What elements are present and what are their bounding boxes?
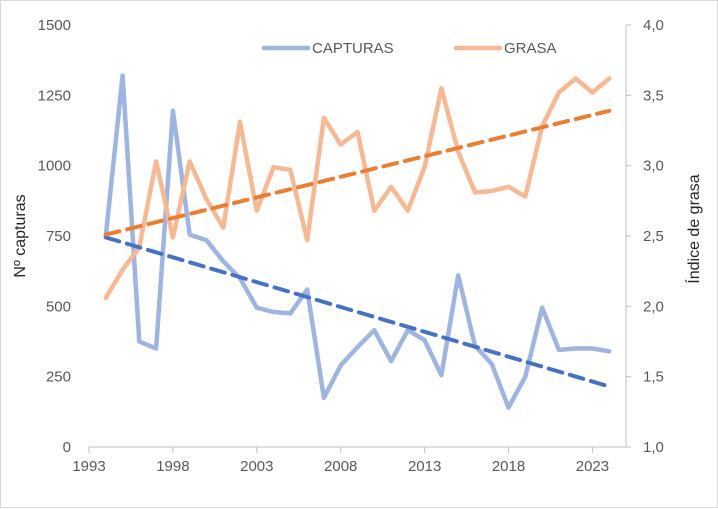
x-axis-tick-label: 2008 [324, 458, 357, 475]
y2-axis-tick-label: 3,5 [643, 87, 664, 104]
y2-axis-tick-label: 1,5 [643, 369, 664, 386]
y-axis-tick-label: 1500 [38, 17, 71, 34]
trendline-grasa [103, 108, 612, 237]
legend-label-grasa: GRASA [504, 40, 557, 57]
y-axis-tick-label: 500 [46, 298, 71, 315]
x-axis-tick-label: 1998 [156, 458, 189, 475]
y2-axis-title: Índice de grasa [684, 174, 703, 284]
legend-label-capturas: CAPTURAS [312, 40, 394, 57]
y2-axis-tick-label: 1,0 [643, 439, 664, 456]
x-axis-tick-label: 1993 [72, 458, 105, 475]
y2-axis-tick-label: 2,5 [643, 228, 664, 245]
y-axis-tick-label: 0 [63, 439, 71, 456]
y-axis-tick-labels: 0 250 500 750 1000 1250 1500 [38, 17, 71, 456]
y-axis-tick-label: 750 [46, 228, 71, 245]
y-axis-tick-label: 250 [46, 369, 71, 386]
y-axis-tick-label: 1000 [38, 158, 71, 175]
y2-axis-tick-label: 2,0 [643, 298, 664, 315]
x-axis-tick-label: 2018 [492, 458, 525, 475]
x-axis-tick-label: 2013 [408, 458, 441, 475]
y2-axis-tick-label: 4,0 [643, 17, 664, 34]
x-axis-tick-label: 2003 [240, 458, 273, 475]
series-line-capturas [103, 73, 612, 410]
x-axis-tick-label: 2023 [576, 458, 609, 475]
legend: CAPTURAS GRASA [261, 40, 557, 57]
y-axis-title: Nº capturas [12, 194, 29, 277]
trendline-layer [103, 108, 612, 389]
x-axis-tick-labels: 1993 1998 2003 2008 2013 2018 2023 [72, 447, 609, 475]
series-line-grasa [103, 76, 612, 301]
y-axis-tick-label: 1250 [38, 87, 71, 104]
y2-axis-tick-label: 3,0 [643, 158, 664, 175]
y2-axis-tick-labels: 1,0 1,5 2,0 2,5 3,0 3,5 4,0 [626, 17, 664, 456]
series-layer [103, 73, 612, 410]
trendline-capturas [103, 235, 612, 389]
axes [89, 25, 627, 448]
